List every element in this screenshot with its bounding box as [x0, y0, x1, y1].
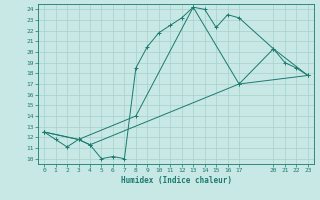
X-axis label: Humidex (Indice chaleur): Humidex (Indice chaleur) — [121, 176, 231, 185]
